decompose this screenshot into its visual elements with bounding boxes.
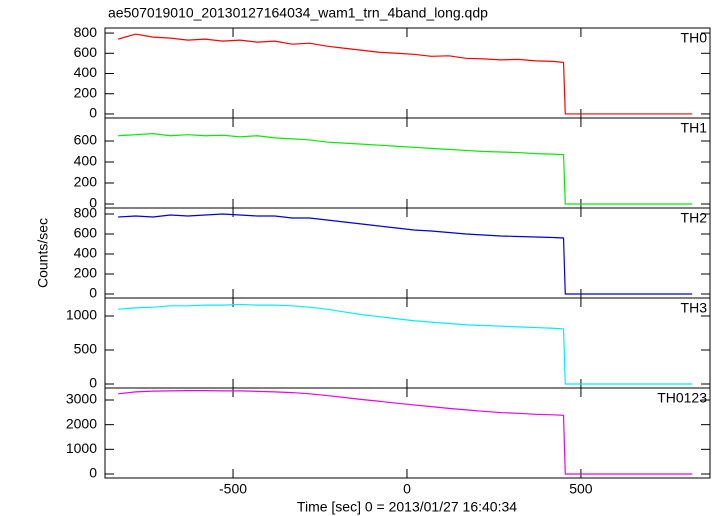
y-axis-label: Counts/sec (35, 218, 51, 288)
y-tick-label: 600 (74, 132, 98, 148)
panel-label: TH0123 (657, 390, 707, 406)
y-tick-label: 200 (74, 174, 98, 190)
x-axis-label: Time [sec] 0 = 2013/01/27 16:40:34 (297, 499, 517, 515)
data-line (118, 213, 693, 295)
y-tick-label: 3000 (66, 391, 97, 407)
y-tick-label: 400 (74, 245, 98, 261)
panel-frame (104, 207, 711, 299)
y-tick-label: 500 (74, 341, 98, 357)
panel-frame (104, 297, 711, 389)
chart-title: ae507019010_20130127164034_wam1_trn_4ban… (108, 5, 488, 21)
data-line (118, 390, 693, 475)
y-tick-label: 0 (89, 285, 97, 301)
data-line (118, 33, 693, 115)
panel-label: TH3 (681, 300, 708, 316)
data-line (118, 133, 693, 205)
y-tick-label: 0 (89, 105, 97, 121)
x-tick-label: -500 (219, 481, 247, 497)
panel-frame (104, 387, 711, 479)
y-tick-label: 2000 (66, 415, 97, 431)
y-tick-label: 400 (74, 64, 98, 80)
y-tick-label: 1000 (66, 307, 97, 323)
y-tick-label: 600 (74, 44, 98, 60)
panel-label: TH2 (681, 210, 708, 226)
y-tick-label: 200 (74, 265, 98, 281)
y-tick-label: 200 (74, 84, 98, 100)
panel-label: TH0 (681, 30, 708, 46)
y-tick-label: 0 (89, 195, 97, 211)
x-tick-label: 500 (569, 481, 593, 497)
data-line (118, 303, 693, 385)
y-tick-label: 800 (74, 24, 98, 40)
y-tick-label: 400 (74, 153, 98, 169)
y-tick-label: 0 (89, 465, 97, 481)
y-tick-label: 1000 (66, 440, 97, 456)
y-tick-label: 0 (89, 375, 97, 391)
panel-frame (104, 27, 711, 119)
y-tick-label: 600 (74, 225, 98, 241)
panel-label: TH1 (681, 120, 708, 136)
x-tick-label: 0 (403, 481, 411, 497)
y-tick-label: 800 (74, 205, 98, 221)
panel-frame (104, 117, 711, 209)
